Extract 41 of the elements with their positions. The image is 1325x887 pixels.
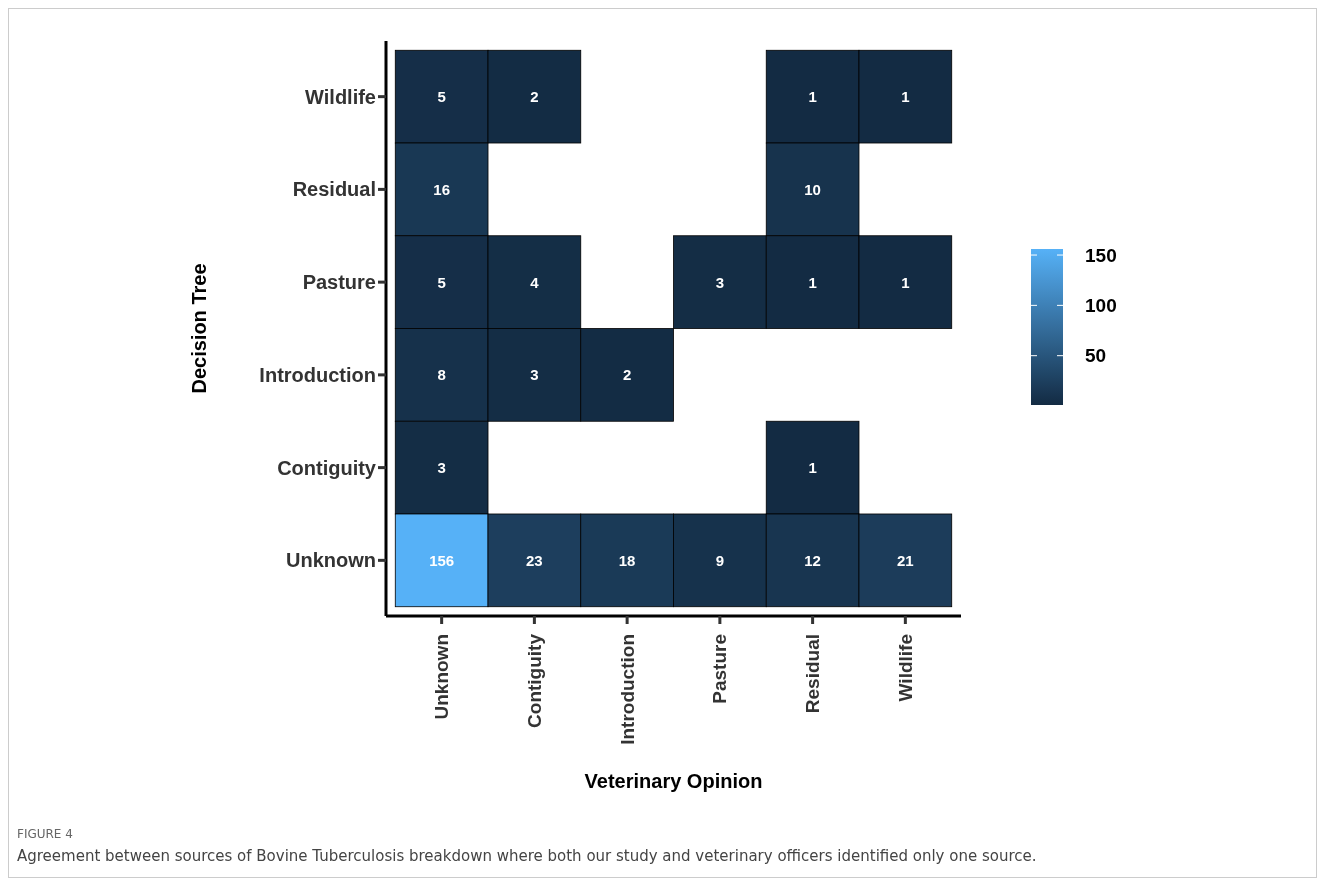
- data-label: 1: [808, 273, 817, 291]
- data-label: 1: [808, 88, 817, 106]
- y-tick-label: Residual: [292, 178, 376, 201]
- y-tick-label: Contiguity: [277, 456, 377, 479]
- data-label: 23: [526, 551, 543, 569]
- data-label: 3: [437, 459, 446, 477]
- data-label: 1: [901, 273, 910, 291]
- y-tick-label: Introduction: [259, 363, 376, 386]
- color-bar-label: 50: [1085, 345, 1107, 367]
- data-label: 5: [437, 88, 446, 106]
- data-label: 2: [530, 88, 539, 106]
- data-label: 156: [429, 551, 455, 569]
- y-tick-label: Pasture: [302, 271, 376, 294]
- data-label: 1: [808, 459, 817, 477]
- data-label: 5: [437, 273, 446, 291]
- x-tick-label: Contiguity: [523, 633, 545, 728]
- y-axis-title: Decision Tree: [188, 263, 211, 394]
- text: Agreement between sources of Bovine Tuberculosis breakdown where both our study and veterinary officers identified only one source.: [17, 847, 1037, 865]
- caption: FIGURE 4: [17, 827, 73, 841]
- data-label: 18: [618, 551, 636, 569]
- data-label: 10: [804, 180, 821, 198]
- data-label: 8: [437, 366, 446, 384]
- x-tick-label: Wildlife: [894, 634, 916, 702]
- data-label: 16: [433, 180, 450, 198]
- data-label: 2: [622, 366, 632, 384]
- data-label: 1: [901, 88, 910, 106]
- data-label: 4: [530, 273, 540, 291]
- data-label: 21: [897, 551, 914, 569]
- color-bar-label: 150: [1085, 244, 1117, 266]
- x-tick-label: Introduction: [616, 634, 638, 745]
- x-tick-label: Residual: [802, 634, 824, 714]
- x-axis-title: Veterinary Opinion: [584, 770, 763, 792]
- data-label: 3: [715, 273, 725, 291]
- data-label: 9: [715, 551, 725, 569]
- data-label: 3: [530, 366, 539, 384]
- y-tick-label: Unknown: [286, 549, 376, 572]
- x-tick-label: Unknown: [431, 634, 453, 720]
- y-tick-label: Wildlife: [305, 85, 376, 108]
- x-tick-label: Pasture: [709, 634, 731, 704]
- color-bar-label: 100: [1085, 294, 1117, 316]
- data-label: 12: [804, 551, 821, 569]
